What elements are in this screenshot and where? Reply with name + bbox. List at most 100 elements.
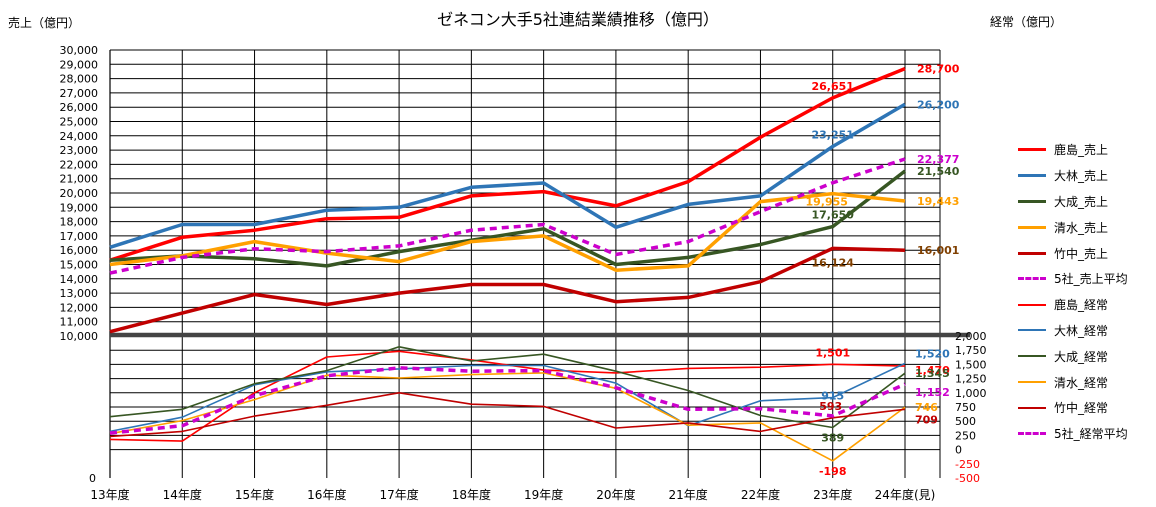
legend-item: 5社_経常平均 xyxy=(1018,421,1156,447)
sales-tick-label: 19,000 xyxy=(60,201,99,214)
profit-tick-label: 750 xyxy=(955,401,976,414)
legend-item: 鹿島_経常 xyxy=(1018,292,1156,318)
data-label: 1,520 xyxy=(915,347,950,360)
legend-item: 清水_経常 xyxy=(1018,369,1156,395)
data-label: 16,124 xyxy=(812,256,855,269)
sales-tick-label: 28,000 xyxy=(60,73,99,86)
sales-tick-label: 30,000 xyxy=(60,44,99,57)
category-label: 23年度 xyxy=(813,487,852,502)
profit-tick-label: 1,500 xyxy=(955,358,987,371)
legend-swatch xyxy=(1018,329,1046,332)
category-label: 22年度 xyxy=(741,487,780,502)
legend-swatch xyxy=(1018,381,1046,384)
sales-tick-label: 20,000 xyxy=(60,187,99,200)
sales-tick-label: 22,000 xyxy=(60,158,99,171)
profit-tick-label: 1,250 xyxy=(955,373,987,386)
legend-label: 竹中_売上 xyxy=(1054,246,1109,261)
series-line-清水_経常 xyxy=(109,372,906,462)
legend-swatch xyxy=(1018,225,1046,229)
legend-item: 鹿島_売上 xyxy=(1018,137,1156,163)
legend-label: 鹿島_経常 xyxy=(1054,298,1109,313)
series-line-5社_売上平均 xyxy=(109,157,906,275)
legend-swatch xyxy=(1018,406,1046,409)
sales-zero-label: 0 xyxy=(89,472,96,485)
legend-label: 大林_経常 xyxy=(1054,323,1109,338)
profit-tick-label: 1,750 xyxy=(955,344,987,357)
legend-swatch xyxy=(1018,251,1046,255)
chart-legend: 鹿島_売上 大林_売上 大成_売上 清水_売上 竹中_売上 5社_売上平均 鹿島_経常 大林_… xyxy=(1018,137,1156,447)
grid-lines xyxy=(109,49,970,478)
sales-tick-label: 18,000 xyxy=(60,216,99,229)
data-label: 16,001 xyxy=(917,244,959,257)
category-label: 21年度 xyxy=(669,487,708,502)
data-label: 23,251 xyxy=(812,129,854,142)
category-label: 14年度 xyxy=(163,487,202,502)
legend-item: 大成_経常 xyxy=(1018,343,1156,369)
legend-label: 清水_売上 xyxy=(1054,220,1109,235)
data-label: 1,470 xyxy=(915,364,950,377)
profit-tick-label: 500 xyxy=(955,415,976,428)
profit-tick-label: 2,000 xyxy=(955,330,987,343)
sales-tick-label: 26,000 xyxy=(60,101,99,114)
sales-tick-label: 24,000 xyxy=(60,130,99,143)
sales-axis-title: 売上（億円） xyxy=(8,16,81,30)
legend-label: 5社_経常平均 xyxy=(1054,427,1128,442)
series-line-大成_経常 xyxy=(109,345,906,429)
data-label: 1,345 xyxy=(915,367,950,380)
profit-tick-label: -250 xyxy=(955,458,980,471)
series-line-大林_経常 xyxy=(109,362,906,433)
legend-item: 竹中_売上 xyxy=(1018,240,1156,266)
legend-item: 大林_売上 xyxy=(1018,163,1156,189)
legend-swatch xyxy=(1018,432,1046,436)
data-label: 19,443 xyxy=(917,195,959,208)
series-line-清水_売上 xyxy=(109,191,906,272)
series-line-大林_売上 xyxy=(109,102,906,249)
data-label: 389 xyxy=(821,432,844,445)
legend-swatch xyxy=(1018,148,1046,152)
data-label: 28,700 xyxy=(917,63,960,76)
profit-tick-label: 250 xyxy=(955,429,976,442)
profit-tick-label: -500 xyxy=(955,472,980,485)
sales-tick-label: 16,000 xyxy=(60,244,99,257)
legend-swatch xyxy=(1018,303,1046,306)
sales-tick-label: 29,000 xyxy=(60,58,99,71)
legend-label: 清水_経常 xyxy=(1054,375,1109,390)
profit-tick-label: 0 xyxy=(955,444,962,457)
category-label: 17年度 xyxy=(379,487,418,502)
category-label: 19年度 xyxy=(524,487,563,502)
data-label: 22,377 xyxy=(917,153,959,166)
category-label: 13年度 xyxy=(90,487,129,502)
data-label: 709 xyxy=(915,413,938,426)
series-line-大成_売上 xyxy=(109,169,907,268)
sales-tick-label: 21,000 xyxy=(60,173,99,186)
data-label: 17,650 xyxy=(812,209,855,222)
category-label: 20年度 xyxy=(596,487,635,502)
data-label: 746 xyxy=(915,401,938,414)
series-line-鹿島_売上 xyxy=(109,66,906,262)
legend-swatch xyxy=(1018,277,1046,281)
sales-tick-label: 13,000 xyxy=(60,287,99,300)
series-line-竹中_売上 xyxy=(109,246,906,334)
sales-tick-label: 12,000 xyxy=(60,301,99,314)
data-label: 26,651 xyxy=(812,80,854,93)
legend-label: 大林_売上 xyxy=(1054,169,1109,184)
legend-item: 清水_売上 xyxy=(1018,214,1156,240)
legend-label: 竹中_経常 xyxy=(1054,401,1109,416)
sales-tick-label: 10,000 xyxy=(60,330,99,343)
data-label: -198 xyxy=(819,465,847,478)
category-label: 24年度(見) xyxy=(875,487,936,502)
legend-swatch xyxy=(1018,199,1046,203)
legend-item: 大林_経常 xyxy=(1018,318,1156,344)
legend-swatch xyxy=(1018,355,1046,358)
legend-label: 鹿島_売上 xyxy=(1054,143,1109,158)
sales-tick-label: 27,000 xyxy=(60,87,99,100)
series-lines xyxy=(109,66,907,462)
legend-label: 大成_経常 xyxy=(1054,349,1109,364)
sales-tick-label: 25,000 xyxy=(60,116,99,129)
legend-label: 5社_売上平均 xyxy=(1054,272,1128,287)
profit-axis-title: 経常（億円） xyxy=(990,15,1063,29)
sales-tick-label: 17,000 xyxy=(60,230,99,243)
chart-title: ゼネコン大手5社連結業績推移（億円） xyxy=(437,10,719,29)
